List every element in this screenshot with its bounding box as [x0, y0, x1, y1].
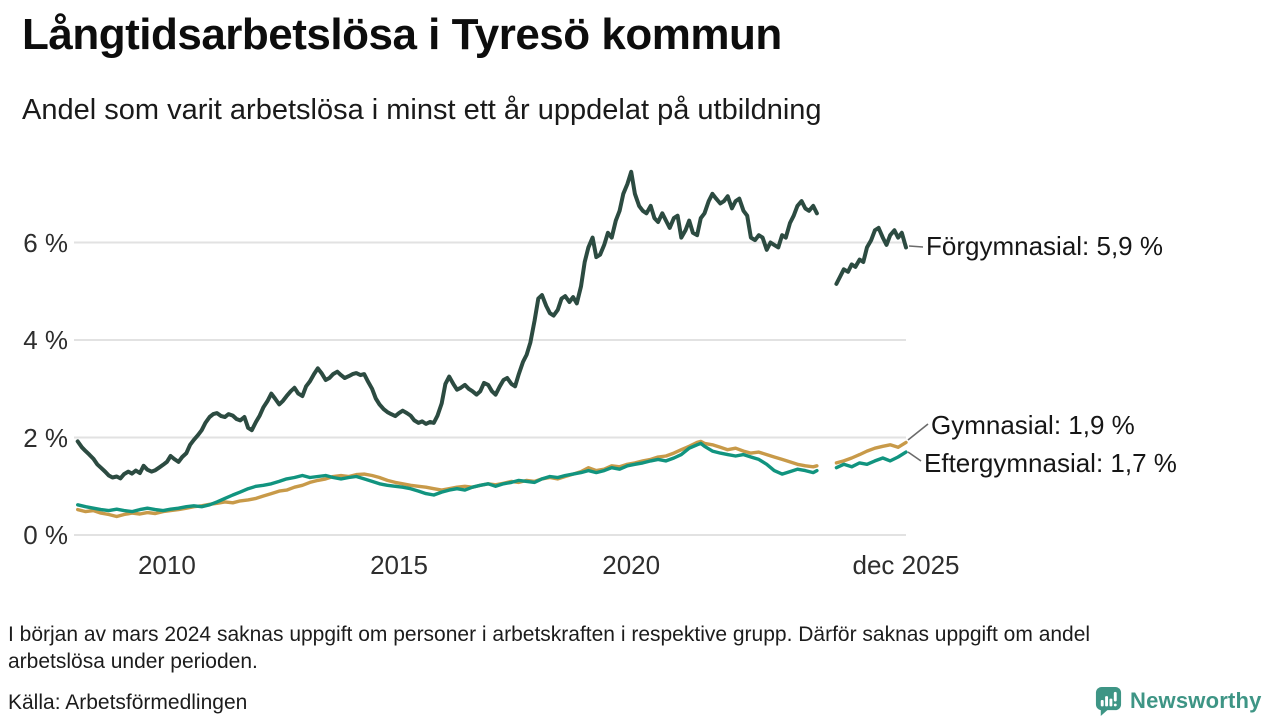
series-line-gymnasial: [834, 440, 908, 465]
y-axis-tick-label: 2 %: [23, 422, 68, 453]
series-line-forgymnasial: [834, 225, 908, 286]
series-end-label-eftergymnasial: Eftergymnasial: 1,7 %: [924, 448, 1177, 478]
newsworthy-logo: Newsworthy: [1094, 685, 1262, 717]
x-axis-tick-label: 2015: [370, 550, 428, 580]
chart-footnote: I början av mars 2024 saknas uppgift om …: [8, 623, 1091, 673]
y-axis-tick-label: 6 %: [23, 227, 68, 258]
series-line-forgymnasial: [75, 169, 819, 481]
x-axis-tick-label: 2010: [137, 550, 196, 580]
leader-line-eftergymnasial: [907, 451, 922, 462]
newsworthy-logo-text: Newsworthy: [1130, 688, 1262, 713]
chart-subtitle: Andel som varit arbetslösa i minst ett å…: [22, 94, 822, 126]
leader-line-gymnasial: [907, 423, 929, 441]
series-line-eftergymnasial: [76, 441, 819, 514]
series-end-label-gymnasial: Gymnasial: 1,9 %: [931, 410, 1135, 440]
y-axis-tick-label: 4 %: [23, 325, 68, 355]
series-end-label-forgymnasial: Förgymnasial: 5,9 %: [926, 231, 1163, 261]
series-line-eftergymnasial: [834, 450, 908, 470]
y-axis-tick-label: 0 %: [23, 520, 68, 550]
x-axis-tick-label: dec 2025: [852, 550, 960, 580]
speech-bubble-bar-chart-icon: [1095, 686, 1122, 716]
x-axis-tick-label: 2020: [602, 550, 661, 580]
page-title: Långtidsarbetslösa i Tyresö kommun: [22, 10, 782, 59]
leader-line-forgymnasial: [908, 245, 924, 248]
source-attribution: Källa: Arbetsförmedlingen: [8, 691, 248, 714]
